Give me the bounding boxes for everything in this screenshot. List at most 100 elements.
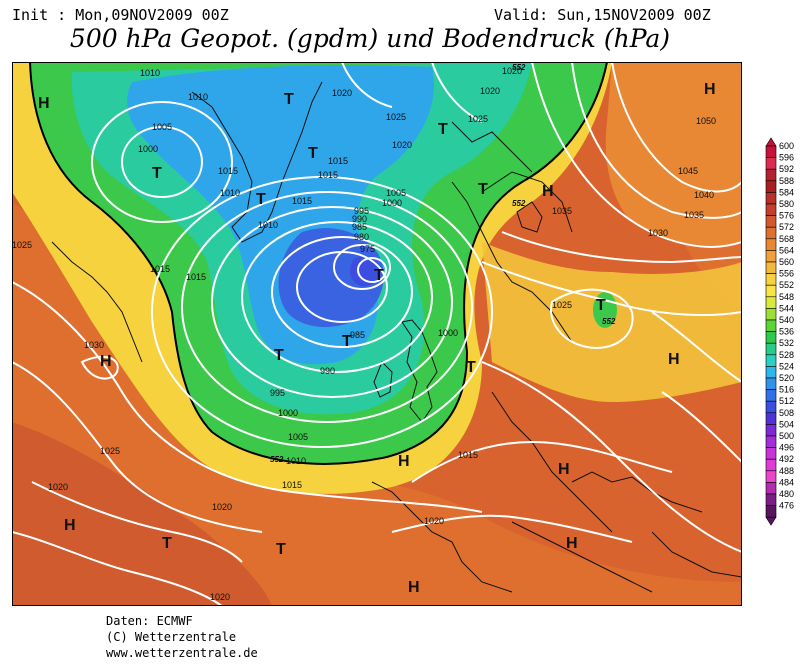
footer-copyright: (C) Wetterzentrale [106, 630, 237, 644]
colorbar-tick-label: 512 [779, 396, 794, 406]
low-marker: T [284, 91, 294, 108]
colorbar-tick-label: 544 [779, 303, 794, 313]
isobar-label: 1000 [138, 144, 158, 154]
colorbar-swatch [765, 273, 777, 286]
colorbar-swatch [765, 331, 777, 344]
isobar-label: 1035 [684, 210, 704, 220]
colorbar-swatch [765, 470, 777, 483]
low-marker: T [162, 535, 172, 552]
colorbar-swatch [765, 458, 777, 472]
isobar-label: 1015 [186, 272, 206, 282]
colorbar-tick-label: 488 [779, 466, 794, 476]
colorbar-swatch [765, 505, 777, 518]
colorbar-tick-label: 580 [779, 199, 794, 209]
isobar-label: 1000 [382, 198, 402, 208]
colorbar-swatch [765, 145, 777, 158]
isobar-label: 990 [352, 214, 367, 224]
colorbar-tick-label: 528 [779, 350, 794, 360]
isobar-label: 985 [352, 222, 367, 232]
colorbar-swatch [765, 308, 777, 321]
colorbar-tick-label: 576 [779, 211, 794, 221]
colorbar-tick-label: 492 [779, 454, 794, 464]
isobar-label: 1020 [212, 502, 232, 512]
colorbar-tick-label: 532 [779, 338, 794, 348]
high-marker: H [558, 461, 570, 478]
colorbar-tick-label: 504 [779, 419, 794, 429]
colorbar-top-arrow [765, 137, 777, 147]
isobar-label: 1010 [220, 188, 240, 198]
isobar-label: 1015 [318, 170, 338, 180]
isobar-label: 1015 [218, 166, 238, 176]
colorbar-swatch [765, 238, 777, 251]
isobar-label: 1020 [210, 592, 230, 602]
isobar-label: 975 [360, 244, 375, 254]
isobar-label: 990 [320, 366, 335, 376]
high-marker: H [38, 95, 50, 112]
colorbar-tick-label: 508 [779, 408, 794, 418]
isobar-label: 1020 [48, 482, 68, 492]
isobar-label: 1045 [678, 166, 698, 176]
colorbar-swatch [765, 192, 777, 205]
isobar-label: 980 [354, 232, 369, 242]
weather-map: H H H H H H H H H H T T T T T T T T T T … [12, 62, 742, 606]
footer-source: Daten: ECMWF [106, 614, 193, 628]
colorbar-tick-label: 600 [779, 141, 794, 151]
isobars [12, 62, 742, 606]
colorbar-tick-label: 560 [779, 257, 794, 267]
isobar-label: 1020 [502, 66, 522, 76]
isobar-label: 1020 [424, 516, 444, 526]
isobar-label: 1015 [458, 450, 478, 460]
isobar-label: 1005 [288, 432, 308, 442]
height-label: 552 [512, 199, 526, 208]
colorbar-tick-label: 524 [779, 361, 794, 371]
chart-title: 500 hPa Geopot. (gpdm) und Bodendruck (h… [69, 24, 671, 53]
colorbar-tick-label: 548 [779, 292, 794, 302]
isobar-label: 995 [270, 388, 285, 398]
colorbar-swatch [765, 203, 777, 216]
isobar-label: 1030 [648, 228, 668, 238]
colorbar-swatch [765, 226, 777, 240]
colorbar-tick-label: 552 [779, 280, 794, 290]
high-marker: H [542, 183, 554, 200]
height-label: 552 [512, 63, 526, 72]
low-marker: T [342, 333, 352, 350]
colorbar-swatch [765, 493, 777, 506]
isobar-label: 985 [350, 330, 365, 340]
high-marker: H [566, 535, 578, 552]
low-marker: T [274, 347, 284, 364]
isobar-label: 1025 [386, 112, 406, 122]
isobar-label: 1005 [152, 122, 172, 132]
high-marker: H [668, 351, 680, 368]
colorbar-swatch [765, 168, 777, 182]
high-marker: H [64, 517, 76, 534]
isobar-label: 1025 [12, 240, 32, 250]
colorbar-tick-label: 536 [779, 327, 794, 337]
colorbar-swatch [765, 389, 777, 402]
isobar-label: 1040 [694, 190, 714, 200]
isobar-label: 1020 [480, 86, 500, 96]
colorbar-tick-label: 588 [779, 176, 794, 186]
high-marker: H [704, 81, 716, 98]
colorbar-swatch [765, 435, 777, 448]
colorbar-swatch [765, 296, 777, 309]
isobar-label: 1000 [438, 328, 458, 338]
high-marker: H [100, 353, 112, 370]
high-marker: H [398, 453, 410, 470]
isobar-label: 995 [354, 206, 369, 216]
footer-url: www.wetterzentrale.de [106, 646, 258, 660]
colorbar-tick-label: 480 [779, 489, 794, 499]
isobar-label: 1020 [332, 88, 352, 98]
valid-time: Valid: Sun,15NOV2009 00Z [494, 6, 711, 24]
colorbar-swatch [765, 424, 777, 437]
colorbar-swatch [765, 215, 777, 228]
low-marker: T [466, 359, 476, 376]
isobar-label: 1020 [392, 140, 412, 150]
colorbar-tick-label: 584 [779, 187, 794, 197]
low-core [278, 228, 384, 328]
isobar-label: 1025 [100, 446, 120, 456]
isobar-label: 1015 [328, 156, 348, 166]
low-marker: T [438, 121, 448, 138]
contour-552 [29, 62, 608, 465]
colorbar-swatch [765, 447, 777, 460]
